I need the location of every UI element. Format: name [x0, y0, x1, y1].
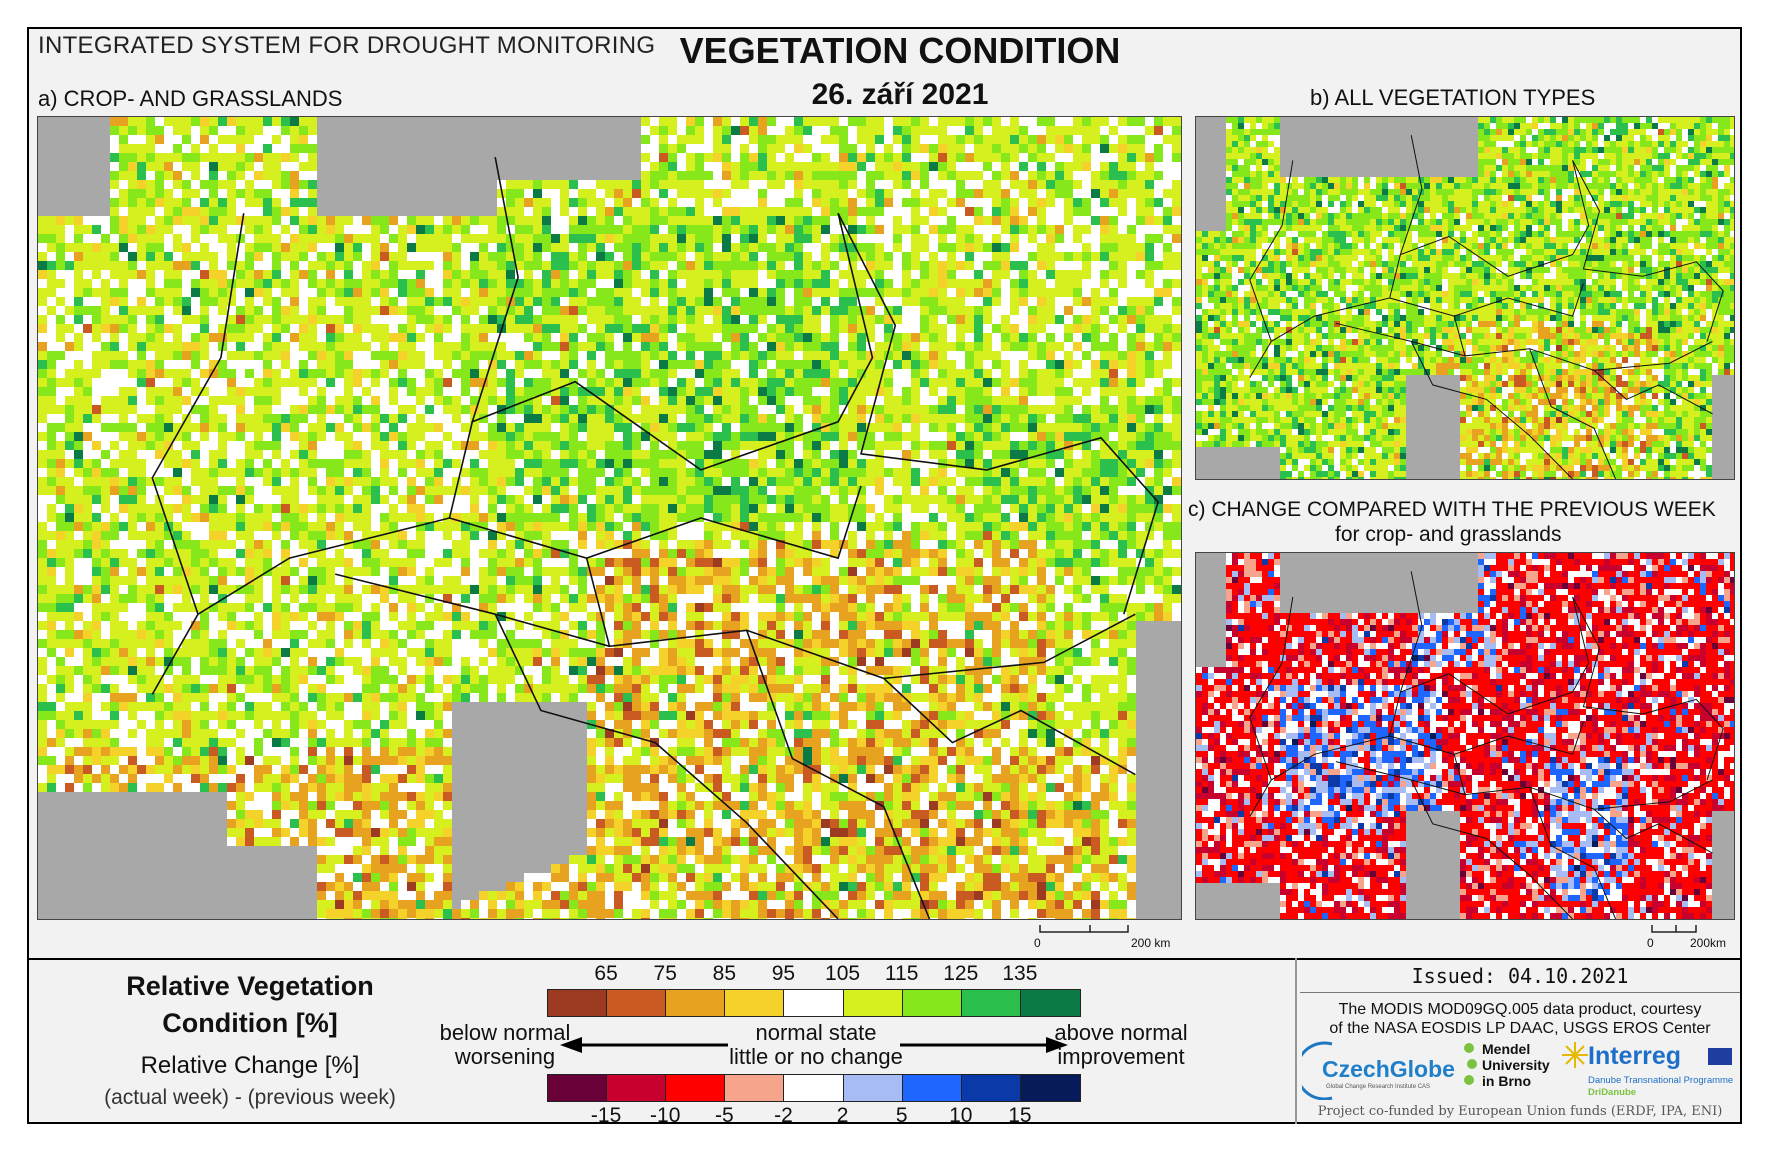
scalebar-small-zero: 0 [1647, 936, 1654, 950]
color-swatch [961, 990, 1021, 1016]
color-swatch [607, 990, 667, 1016]
system-title: INTEGRATED SYSTEM FOR DROUGHT MONITORING [38, 32, 655, 60]
issued-underline [1300, 992, 1740, 993]
scalebar-small [1650, 924, 1730, 938]
panel-c-label: c) CHANGE COMPARED WITH THE PREVIOUS WEE… [1188, 498, 1716, 522]
color-swatch [902, 1075, 962, 1101]
scalebar-small-end: 200km [1690, 936, 1726, 950]
arrow-right-icon [898, 1036, 1068, 1054]
panel-b-label: b) ALL VEGETATION TYPES [1310, 85, 1595, 111]
scalebar-main-end: 200 km [1131, 936, 1170, 950]
scale-tick-label: 10 [936, 1104, 986, 1128]
scale-tick-label: 115 [877, 962, 927, 986]
czechglobe-text: CzechGlobe [1322, 1056, 1455, 1083]
arrow-left-icon [560, 1036, 730, 1054]
scale-tick-label: 95 [758, 962, 808, 986]
czechglobe-subtext: Global Change Research Institute CAS [1326, 1084, 1430, 1090]
data-courtesy: The MODIS MOD09GQ.005 data product, cour… [1300, 1000, 1740, 1038]
scalebar-main-zero: 0 [1034, 936, 1041, 950]
color-swatch [548, 990, 608, 1016]
legend-title: Relative Vegetation Condition [%] [90, 968, 410, 1042]
color-swatch [961, 1075, 1021, 1101]
interreg-text: Interreg [1588, 1042, 1681, 1071]
condition-color-scale [547, 989, 1081, 1017]
map-weekly-change [1195, 552, 1735, 920]
eu-flag-icon [1708, 1048, 1732, 1065]
scale-tick-label: 65 [581, 962, 631, 986]
scale-tick-label: -5 [699, 1104, 749, 1128]
worsening-text: worsening [430, 1045, 580, 1069]
color-swatch [784, 1075, 844, 1101]
czechglobe-logo: CzechGlobe Global Change Research Instit… [1295, 1040, 1467, 1101]
color-swatch [784, 990, 844, 1016]
issue-date-title: 26. září 2021 [660, 78, 1140, 112]
scale-tick-label: 75 [640, 962, 690, 986]
color-swatch [607, 1075, 667, 1101]
info-separator [1295, 958, 1297, 1124]
color-swatch [548, 1075, 608, 1101]
scale-tick-label: -2 [758, 1104, 808, 1128]
color-swatch [843, 990, 903, 1016]
scale-tick-label: 85 [699, 962, 749, 986]
cofunded-note: Project co-funded by European Union fund… [1300, 1104, 1740, 1119]
color-swatch [666, 990, 726, 1016]
panel-a-label: a) CROP- AND GRASSLANDS [38, 86, 342, 112]
scale-tick-label: 125 [936, 962, 986, 986]
interreg-subtext: Danube Transnational Programme [1588, 1075, 1733, 1086]
little-change-text: little or no change [700, 1045, 932, 1069]
color-swatch [725, 990, 785, 1016]
page-title: VEGETATION CONDITION [660, 30, 1140, 72]
legend-change-subtitle: (actual week) - (previous week) [90, 1086, 410, 1110]
mendel-line-2: University [1482, 1057, 1550, 1073]
above-normal-text: above normal [1046, 1021, 1196, 1045]
panel-c-sublabel: for crop- and grasslands [1335, 523, 1561, 547]
weekly-change-map [1196, 553, 1734, 919]
scale-tick-label: 135 [995, 962, 1045, 986]
legend-normal-state: normal state little or no change [700, 1021, 932, 1069]
dridanube-text: DriDanube [1588, 1087, 1636, 1098]
interreg-logo: Interreg Danube Transnational Programme … [1560, 1038, 1735, 1100]
scale-tick-label: 15 [995, 1104, 1045, 1128]
color-swatch [843, 1075, 903, 1101]
scalebar-main [1038, 924, 1168, 938]
map-crop-grasslands [37, 116, 1182, 920]
mendel-line-1: Mendel [1482, 1041, 1550, 1057]
scale-tick-label: -15 [581, 1104, 631, 1128]
scale-tick-label: -10 [640, 1104, 690, 1128]
legend-above-normal: above normal improvement [1046, 1021, 1196, 1069]
scale-tick-label: 5 [877, 1104, 927, 1128]
color-swatch [1020, 1075, 1080, 1101]
color-swatch [902, 990, 962, 1016]
legend-below-normal: below normal worsening [430, 1021, 580, 1069]
vegetation-condition-map [38, 117, 1181, 919]
legend-change-title: Relative Change [%] [90, 1052, 410, 1080]
color-swatch [725, 1075, 785, 1101]
mendel-university-logo: Mendel University in Brno [1462, 1040, 1562, 1098]
legend-divider [27, 958, 1742, 960]
change-color-scale [547, 1074, 1081, 1102]
color-swatch [666, 1075, 726, 1101]
issued-date: Issued: 04.10.2021 [1300, 964, 1740, 988]
scale-tick-label: 2 [818, 1104, 868, 1128]
below-normal-text: below normal [430, 1021, 580, 1045]
courtesy-line-2: of the NASA EOSDIS LP DAAC, USGS EROS Ce… [1300, 1019, 1740, 1038]
courtesy-line-1: The MODIS MOD09GQ.005 data product, cour… [1300, 1000, 1740, 1019]
normal-state-text: normal state [700, 1021, 932, 1045]
color-swatch [1020, 990, 1080, 1016]
scale-tick-label: 105 [818, 962, 868, 986]
all-vegetation-map [1196, 117, 1734, 479]
map-all-vegetation [1195, 116, 1735, 480]
mendel-text: Mendel University in Brno [1482, 1041, 1550, 1089]
improvement-text: improvement [1046, 1045, 1196, 1069]
mendel-line-3: in Brno [1482, 1073, 1550, 1089]
